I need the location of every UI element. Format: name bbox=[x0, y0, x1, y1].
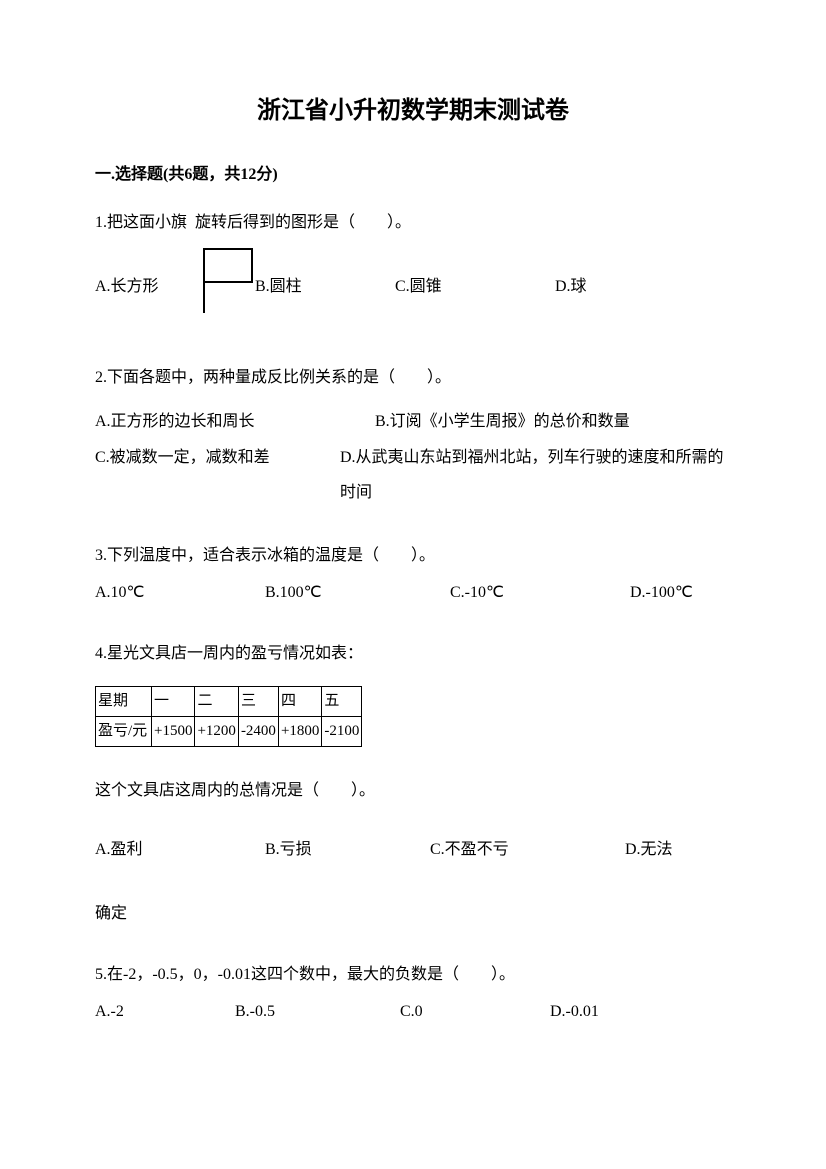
q5-text: 5.在-2，-0.5，0，-0.01这四个数中，最大的负数是（ ）。 bbox=[95, 961, 731, 990]
q4-option-d: D.无法 bbox=[625, 836, 673, 865]
table-cell: 盈亏/元 bbox=[96, 717, 152, 747]
table-cell: 一 bbox=[152, 687, 195, 717]
page-title: 浙江省小升初数学期末测试卷 bbox=[95, 90, 731, 125]
q2-option-c: C.被减数一定，减数和差 bbox=[95, 440, 340, 510]
q5-option-a: A.-2 bbox=[95, 998, 235, 1027]
table-cell: 三 bbox=[238, 687, 278, 717]
table-cell: 五 bbox=[322, 687, 362, 717]
q1-option-d: D.球 bbox=[555, 273, 587, 302]
question-2: 2.下面各题中，两种量成反比例关系的是（ ）。 A.正方形的边长和周长 B.订阅… bbox=[95, 364, 731, 510]
question-1: 1.把这面小旗 旋转后得到的图形是（ ）。 A.长方形 B.圆柱 C.圆锥 D.… bbox=[95, 209, 731, 302]
q2-option-d: D.从武夷山东站到福州北站，列车行驶的速度和所需的时间 bbox=[340, 440, 731, 510]
section-header: 一.选择题(共6题，共12分) bbox=[95, 160, 731, 184]
q1-option-b: B.圆柱 bbox=[255, 273, 395, 302]
q5-option-b: B.-0.5 bbox=[235, 998, 400, 1027]
table-cell: 四 bbox=[278, 687, 321, 717]
q4-option-b: B.亏损 bbox=[265, 836, 430, 865]
q2-option-a: A.正方形的边长和周长 bbox=[95, 404, 375, 439]
q2-option-b: B.订阅《小学生周报》的总价和数量 bbox=[375, 404, 630, 439]
question-4: 4.星光文具店一周内的盈亏情况如表： 星期 一 二 三 四 五 盈亏/元 +15… bbox=[95, 640, 731, 929]
table-cell: -2100 bbox=[322, 717, 362, 747]
q5-option-d: D.-0.01 bbox=[550, 998, 599, 1027]
q5-option-c: C.0 bbox=[400, 998, 550, 1027]
table-cell: 二 bbox=[195, 687, 238, 717]
q3-text: 3.下列温度中，适合表示冰箱的温度是（ ）。 bbox=[95, 542, 731, 571]
table-cell: +1500 bbox=[152, 717, 195, 747]
q2-text: 2.下面各题中，两种量成反比例关系的是（ ）。 bbox=[95, 364, 731, 393]
q1-text-before: 1.把这面小旗 bbox=[95, 209, 187, 248]
q4-option-a: A.盈利 bbox=[95, 836, 265, 865]
table-cell: +1800 bbox=[278, 717, 321, 747]
table-cell: +1200 bbox=[195, 717, 238, 747]
table-cell: -2400 bbox=[238, 717, 278, 747]
q4-continuation: 确定 bbox=[95, 900, 731, 929]
q3-option-a: A.10℃ bbox=[95, 579, 265, 608]
q1-text-after: 旋转后得到的图形是（ ）。 bbox=[195, 209, 411, 248]
table-cell: 星期 bbox=[96, 687, 152, 717]
q4-text: 4.星光文具店一周内的盈亏情况如表： bbox=[95, 640, 731, 669]
question-5: 5.在-2，-0.5，0，-0.01这四个数中，最大的负数是（ ）。 A.-2 … bbox=[95, 961, 731, 1027]
q4-option-c: C.不盈不亏 bbox=[430, 836, 625, 865]
q1-option-c: C.圆锥 bbox=[395, 273, 555, 302]
q4-text2: 这个文具店这周内的总情况是（ ）。 bbox=[95, 777, 731, 806]
q3-option-d: D.-100℃ bbox=[630, 579, 693, 608]
question-3: 3.下列温度中，适合表示冰箱的温度是（ ）。 A.10℃ B.100℃ C.-1… bbox=[95, 542, 731, 608]
q4-table: 星期 一 二 三 四 五 盈亏/元 +1500 +1200 -2400 +180… bbox=[95, 686, 362, 747]
q3-option-c: C.-10℃ bbox=[450, 579, 630, 608]
q3-option-b: B.100℃ bbox=[265, 579, 450, 608]
